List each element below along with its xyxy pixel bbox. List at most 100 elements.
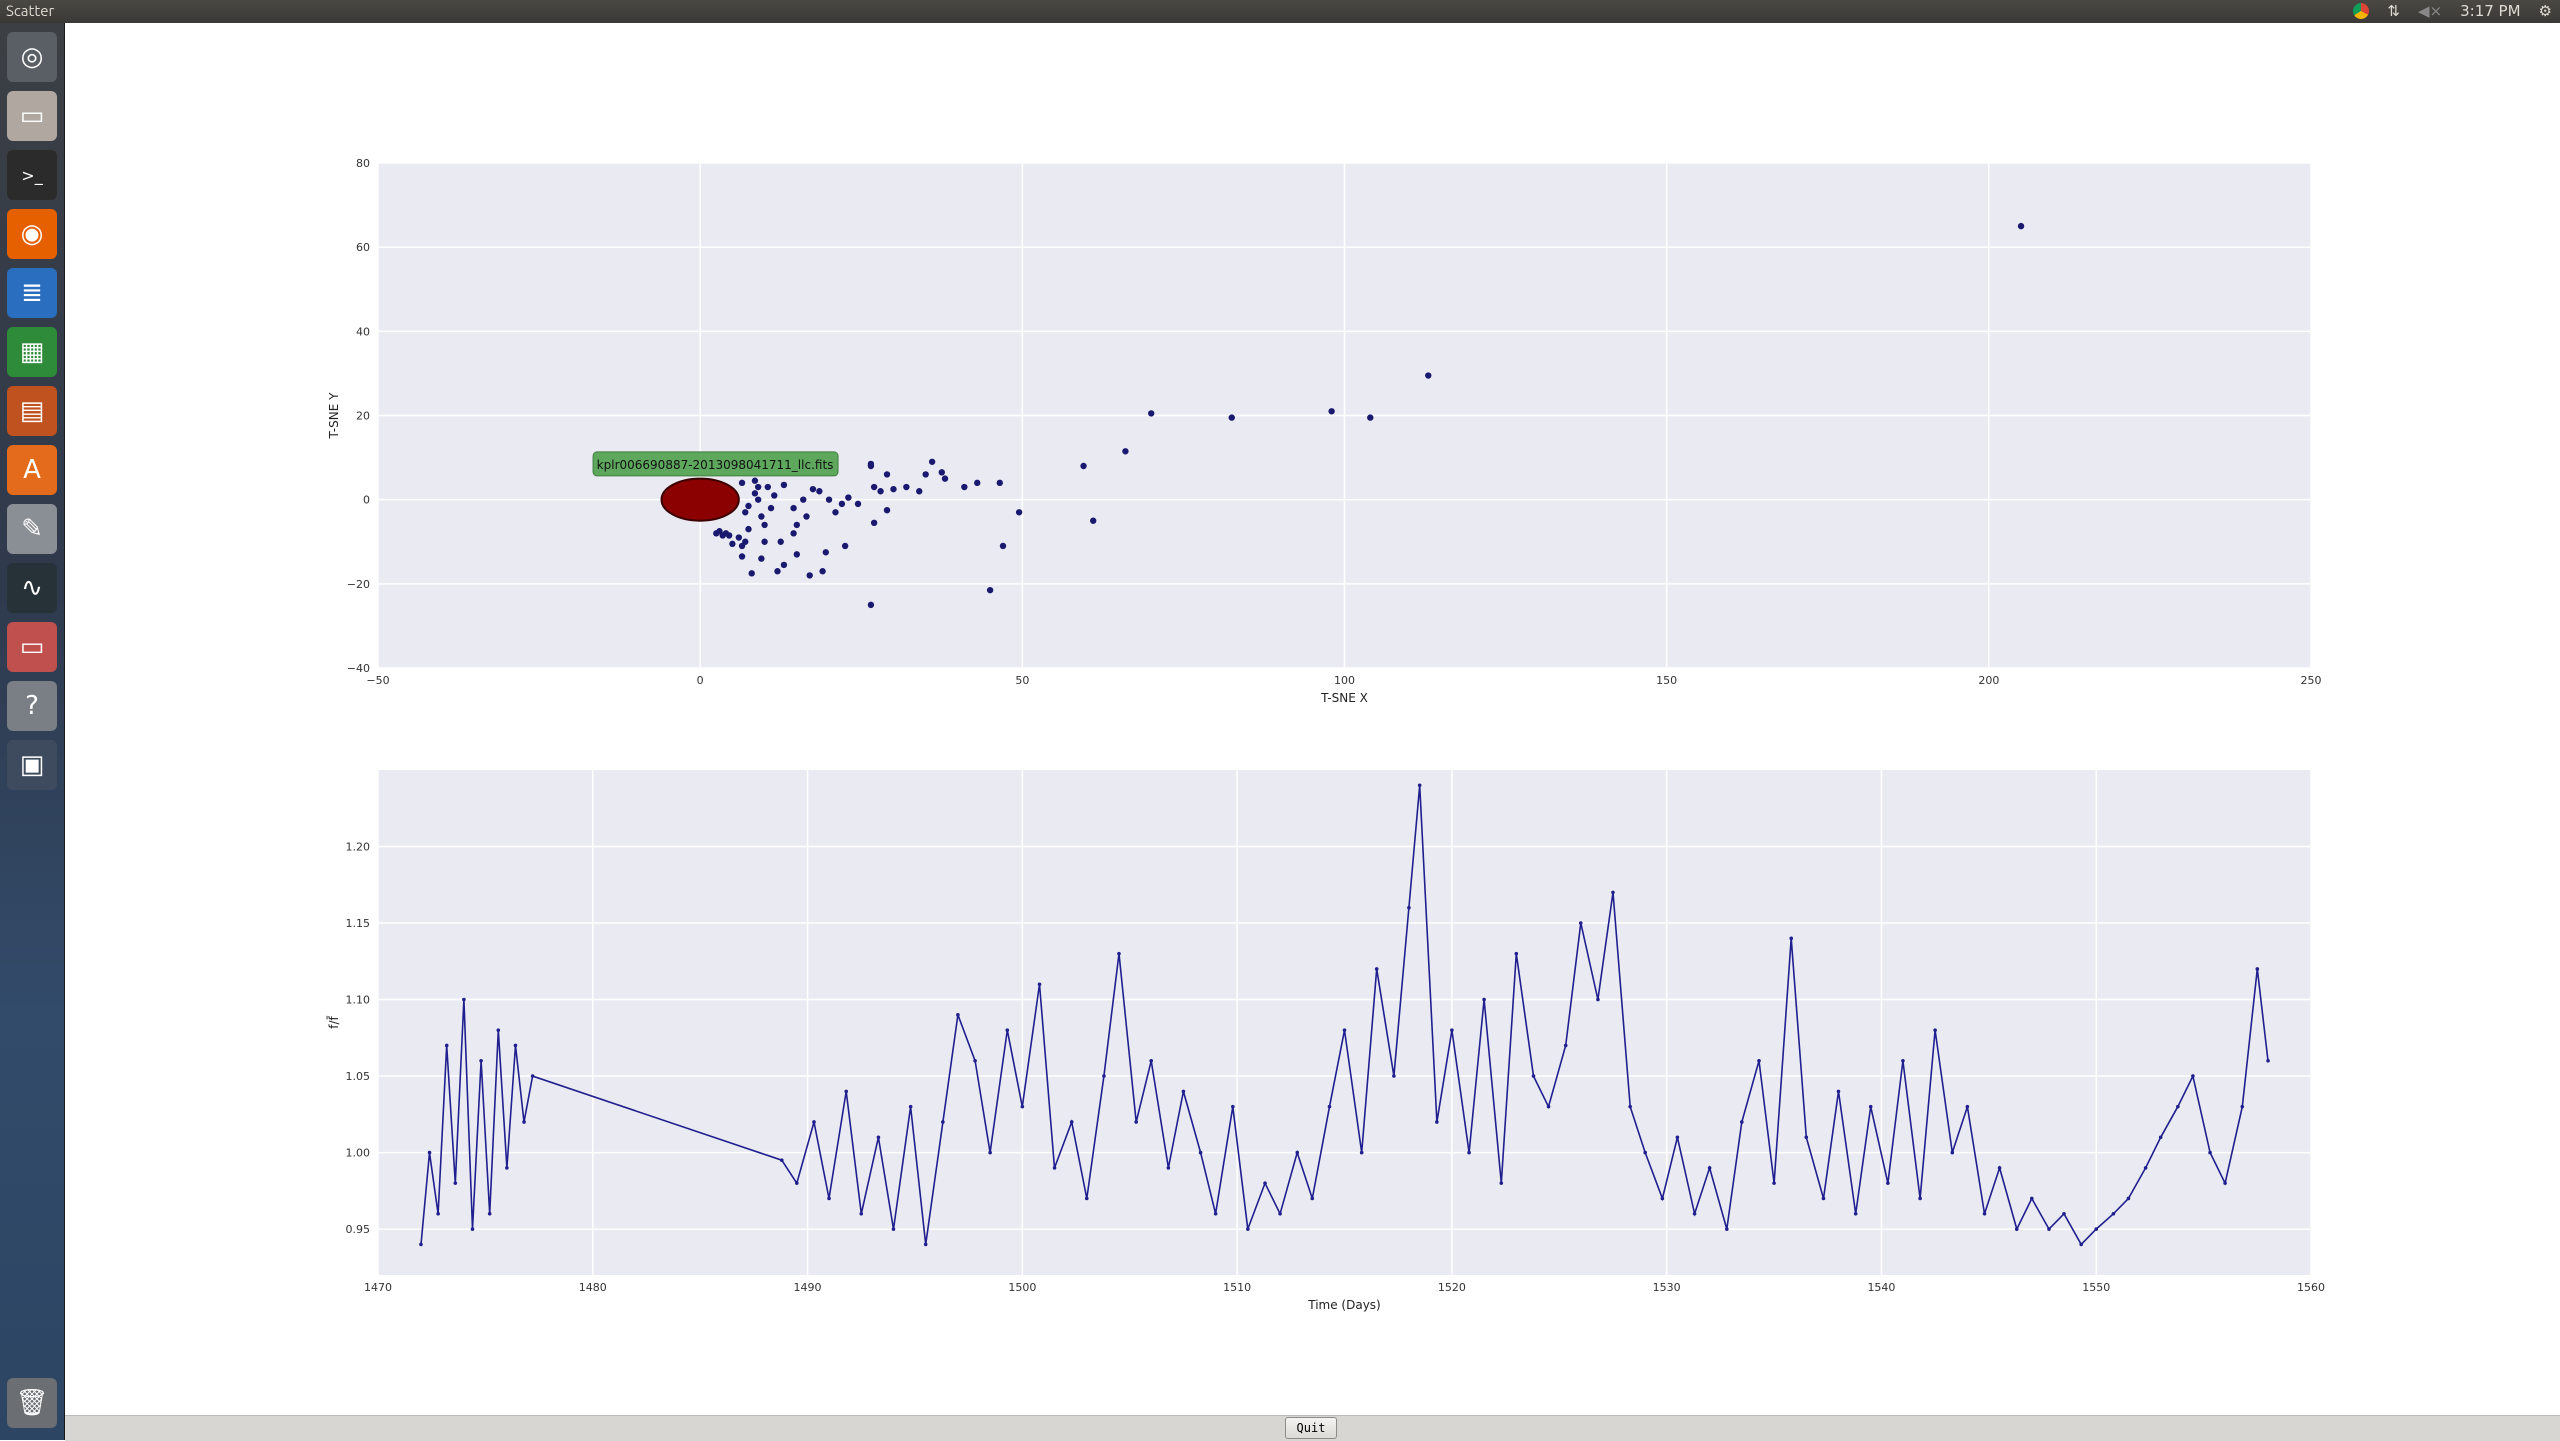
scatter-point[interactable] <box>713 530 720 537</box>
scatter-point[interactable] <box>761 538 768 545</box>
network-icon[interactable]: ⇅ <box>2387 2 2400 20</box>
scatter-point[interactable] <box>780 561 788 569</box>
scatter-point[interactable] <box>771 492 778 499</box>
scatter-point[interactable] <box>774 568 781 575</box>
scatter-point[interactable] <box>1367 414 1374 421</box>
x-axis-label: Time (Days) <box>1307 1298 1381 1312</box>
system-settings-icon[interactable]: ✎ <box>7 504 57 554</box>
series-point <box>479 1058 483 1063</box>
scatter-point[interactable] <box>761 521 768 529</box>
scatter-point[interactable] <box>793 521 801 529</box>
scatter-point[interactable] <box>742 509 749 516</box>
scatter-point[interactable] <box>738 479 746 487</box>
scatter-point[interactable] <box>877 488 884 495</box>
firefox-icon[interactable]: ◉ <box>7 209 57 259</box>
scatter-point[interactable] <box>854 500 862 508</box>
scatter-point[interactable] <box>1122 448 1129 455</box>
scatter-point[interactable] <box>883 506 891 514</box>
scatter-point[interactable] <box>735 534 743 541</box>
scatter-point[interactable] <box>822 549 830 556</box>
system-monitor-icon[interactable]: ∿ <box>7 563 57 613</box>
figure-canvas[interactable]: −50 0 50 100 150 200 250 −40 −20 0 20 40 60 80 T-SNE X… <box>65 23 2560 1415</box>
scatter-point[interactable] <box>1425 372 1432 379</box>
scatter-point[interactable] <box>806 572 813 579</box>
scatter-point[interactable] <box>767 504 775 512</box>
scatter-point[interactable] <box>1228 414 1235 421</box>
scatter-point[interactable] <box>845 494 852 501</box>
scatter-point[interactable] <box>793 551 801 558</box>
terminal-icon[interactable]: >_ <box>7 150 57 200</box>
scatter-point[interactable] <box>738 542 746 550</box>
scatter-point[interactable] <box>738 553 746 560</box>
writer-icon[interactable]: ≣ <box>7 268 57 318</box>
files-icon-2[interactable]: ▭ <box>7 622 57 672</box>
scatter-point[interactable] <box>1328 408 1335 415</box>
scatter-point[interactable] <box>999 542 1007 550</box>
scatter-point[interactable] <box>916 488 923 495</box>
scatter-point[interactable] <box>928 458 936 465</box>
scatter-point[interactable] <box>986 586 994 594</box>
x-tick-label: 200 <box>1978 674 1999 687</box>
scatter-point[interactable] <box>803 513 810 520</box>
scatter-point[interactable] <box>745 525 752 533</box>
scatter-point[interactable] <box>1015 509 1023 516</box>
scatter-point[interactable] <box>2017 222 2025 230</box>
scatter-point[interactable] <box>867 601 875 609</box>
scatter-point[interactable] <box>974 479 981 487</box>
scatter-point[interactable] <box>758 513 765 520</box>
series-point <box>1982 1211 1987 1216</box>
scatter-point[interactable] <box>790 504 797 512</box>
software-center-icon[interactable]: A <box>7 445 57 495</box>
impress-icon[interactable]: ▤ <box>7 386 57 436</box>
scatter-point[interactable] <box>883 471 891 478</box>
scatter-point[interactable] <box>941 475 949 482</box>
scatter-point[interactable] <box>841 542 849 550</box>
clock[interactable]: 3:17 PM <box>2460 2 2521 20</box>
help-icon[interactable]: ? <box>7 681 57 731</box>
scatter-point[interactable] <box>729 540 736 548</box>
y-tick-label: 0.95 <box>346 1223 371 1236</box>
scatter-point[interactable] <box>754 483 762 491</box>
scatter-point[interactable] <box>825 496 833 503</box>
scatter-point[interactable] <box>1090 517 1097 524</box>
chart-2[interactable]: 1470 1480 1490 1500 1510 1520 1530 1540 1550 1560… <box>327 770 2325 1312</box>
workspace-switcher-icon[interactable]: ▣ <box>7 740 57 790</box>
scatter-point[interactable] <box>751 490 759 497</box>
volume-icon[interactable]: ◀× <box>2417 2 2443 20</box>
chrome-icon[interactable] <box>2353 3 2370 19</box>
scatter-point[interactable] <box>903 483 910 491</box>
trash-icon[interactable]: 🗑 <box>7 1378 57 1428</box>
scatter-point[interactable] <box>819 568 826 575</box>
scatter-point[interactable] <box>745 502 752 510</box>
scatter-point[interactable] <box>748 570 755 577</box>
scatter-point[interactable] <box>790 530 797 537</box>
series-point <box>496 1028 501 1032</box>
scatter-point[interactable] <box>922 471 929 478</box>
scatter-point[interactable] <box>867 460 875 468</box>
scatter-point[interactable] <box>838 500 846 508</box>
scatter-point[interactable] <box>754 496 762 503</box>
files-icon[interactable]: ▭ <box>7 91 57 141</box>
quit-button[interactable]: Quit <box>1285 1417 1337 1439</box>
scatter-point[interactable] <box>751 477 759 484</box>
scatter-point[interactable] <box>938 469 945 476</box>
scatter-point[interactable] <box>809 485 817 493</box>
scatter-point[interactable] <box>996 479 1003 487</box>
calc-icon[interactable]: ▦ <box>7 327 57 377</box>
scatter-point[interactable] <box>1148 410 1155 417</box>
scatter-point[interactable] <box>800 496 807 503</box>
scatter-point[interactable] <box>832 509 839 516</box>
scatter-point[interactable] <box>870 519 878 527</box>
scatter-point[interactable] <box>961 483 968 491</box>
chart-1[interactable]: −50 0 50 100 150 200 250 −40 −20 0 20 40 60 80 T-SNE X… <box>327 157 2322 705</box>
scatter-point[interactable] <box>870 483 878 491</box>
scatter-point[interactable] <box>777 538 784 545</box>
dash-home-icon[interactable]: ◎ <box>7 32 57 82</box>
scatter-point[interactable] <box>1080 462 1087 470</box>
scatter-point[interactable] <box>816 488 823 495</box>
scatter-point[interactable] <box>780 481 788 489</box>
scatter-point[interactable] <box>764 483 772 491</box>
gear-icon[interactable]: ⚙ <box>2538 2 2552 20</box>
scatter-point[interactable] <box>758 555 765 562</box>
scatter-point[interactable] <box>890 485 897 493</box>
